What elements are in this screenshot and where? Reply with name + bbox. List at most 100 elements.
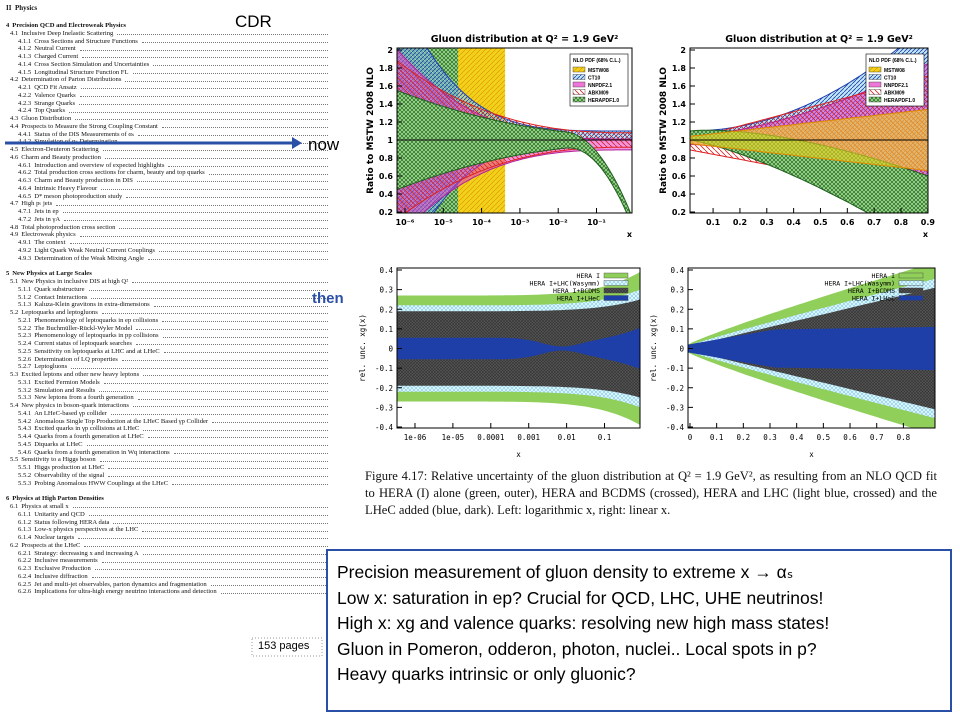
y-tick-label: 0.2 [379,305,393,314]
toc-title: Jets in ep [34,208,59,215]
legend-entry: HERA I+LHeC [557,295,600,303]
y-tick-label: -0.2 [666,384,684,393]
toc-leader [56,200,328,206]
toc-number: 4.6.2 [18,169,32,177]
toc-title: D* meson photoproduction study [34,192,123,200]
toc-entry: 6.1.3 Low-x physics perspectives at the L… [6,526,328,534]
toc-title: Implications for ultra-high energy neutr… [34,588,217,596]
legend-entry: HERA I+BCDMS [553,287,600,295]
toc-entry: 6.2.6 Implications for ultra-high energy … [6,588,328,596]
y-axis-label: rel. unc. xg(x) [358,314,367,382]
toc-title: Low-x physics perspectives at the LHC [34,526,139,534]
plot: 0.40.30.20.10-0.1-0.2-0.3-0.40 0.1 0.2 0.3 0… [649,266,936,459]
toc-leader [172,480,328,485]
toc-leader [147,433,328,439]
toc-number: 5.4.2 [18,417,32,425]
toc-number: 6 [6,495,10,503]
toc-title: Charm and Beauty production [21,153,101,161]
toc-leader [101,185,328,190]
toc-entry: 4.2.3 Strange Quarks [6,100,328,108]
toc-title: Electron-Deuteron Scattering [21,146,99,153]
toc-leader [135,340,328,346]
x-tick-label: 0.001 [517,433,540,442]
legend-title: NLO PDF (68% C.L.) [869,58,917,64]
y-tick-label: 0.2 [672,208,686,217]
plot: 2 1.8 1.6 1.4 1.2 1 0.8 0.6 0.4 0.2 0.1 0.2 0.3 0.4 0.… [659,34,936,239]
toc-number: 5.4.6 [18,448,32,456]
toc-entry: 5.2.5 Sensitivity on leptoquarks at LHC a… [6,348,328,356]
toc-leader [108,464,328,470]
toc-title: Kaluza-Klein gravitons in extra-dimensio… [34,301,150,309]
toc-entry: 5.3.3 New leptons from a fourth generatio… [6,394,328,402]
summary-line: Heavy quarks intrinsic or only gluonic? [337,664,636,684]
toc-leader [220,588,328,594]
toc-title: Higgs production at LHeC [34,464,105,471]
toc-leader [84,542,328,547]
toc-number: 6.1.1 [18,510,32,518]
toc-entry: 5.5.3 Probing Anomalous HWW Couplings at … [6,480,328,488]
x-tick-label: 0.01 [558,433,576,442]
toc-entry: 4.1.1 Cross Sections and Structure Functi… [6,38,328,46]
toc-title: Contact Interactions [34,293,88,301]
summary-line: High x: xg and valence quarks: resolving… [337,613,830,633]
summary-line: Precision measurement of gluon density t… [337,562,794,582]
toc-entry: 4.1.5 Longitudinal Structure Function FL [6,69,328,77]
toc-number: 4.9.2 [18,246,32,254]
x-tick-label: 0.9 [921,218,936,227]
toc-leader [158,247,328,252]
y-tick-label: 1.6 [672,82,687,91]
toc-number: 5.3 [10,371,19,378]
toc-entry: 6.2 Prospects at the LHeC [6,542,328,550]
pdf-band [397,89,632,213]
y-tick-label: 0 [388,345,393,354]
toc-number: 4.2.4 [18,107,32,115]
legend-swatch [572,89,586,95]
toc-title: Charm and Beauty production in DIS [34,177,133,184]
toc-number: 4.4.1 [18,130,32,138]
toc-number: 4.6 [10,153,19,161]
x-axis-label: x [516,450,521,459]
toc-entry: 5.4 New physics in boson-quark interactio… [6,402,328,410]
y-axis-label: Ratio to MSTW 2008 NLO [366,67,376,194]
legend-entry: CT10 [588,76,600,82]
toc-title: High pₜ jets [21,200,53,208]
toc-title: Nuclear targets [34,534,75,541]
y-tick-label: 1.6 [379,82,394,91]
x-tick-label: 10⁻² [549,218,568,227]
toc-leader [117,30,328,35]
toc-entry: 5.2.7 Leptogluons [6,363,328,371]
toc-title: Neutral Current [34,45,76,53]
toc-leader [88,511,328,516]
toc-number: 4.2.1 [18,84,32,91]
arrow-head [292,137,302,149]
toc-leader [138,131,328,136]
y-tick-label: -0.3 [375,403,393,412]
toc-leader [142,526,328,532]
toc-entry: 5.4.1 An LHeC-based γp collider [6,410,328,418]
toc-title: Jet and multi-jet observables, parton dy… [34,580,207,588]
toc-entry: 5.4.6 Quarks from a fourth generation in … [6,449,328,457]
y-tick-label: -0.4 [375,423,394,432]
toc-title: Diquarks at LHeC [34,440,83,448]
toc-entry: 5.2.6 Determination of LQ properties [6,356,328,364]
legend-swatch [898,295,924,301]
toc-number: 5.2.6 [18,355,32,363]
toc-title: Determination of Parton Distributions [21,76,122,84]
toc-entry: 4.6 Charm and Beauty production [6,154,328,162]
legend-entry: NNPDF2.1 [588,83,612,89]
toc-entry: 6.2.3 Exclusive Production [6,565,328,573]
toc-entry: 5.1 New Physics in inclusive DIS at high … [6,278,328,286]
toc-title: Status of the DIS Measurements of αₛ [34,130,135,138]
y-tick-label: 0.4 [379,266,393,275]
toc-title: New leptons from a fourth generation [34,394,134,402]
toc-number: 5.4.4 [18,433,32,440]
toc-title: Leptogluons [34,363,68,371]
toc-title: Charged Current [34,53,79,60]
toc-entry: 4.1 Inclusive Deep Inelastic Scattering [6,30,328,38]
toc-title: QCD Fit Ansatz [34,84,77,91]
y-tick-label: 0.8 [672,154,687,163]
legend-swatch [603,287,629,294]
legend-swatch [603,272,629,279]
toc-entry: 4.8 Total photoproduction cross section [6,224,328,232]
toc-leader [153,61,328,66]
